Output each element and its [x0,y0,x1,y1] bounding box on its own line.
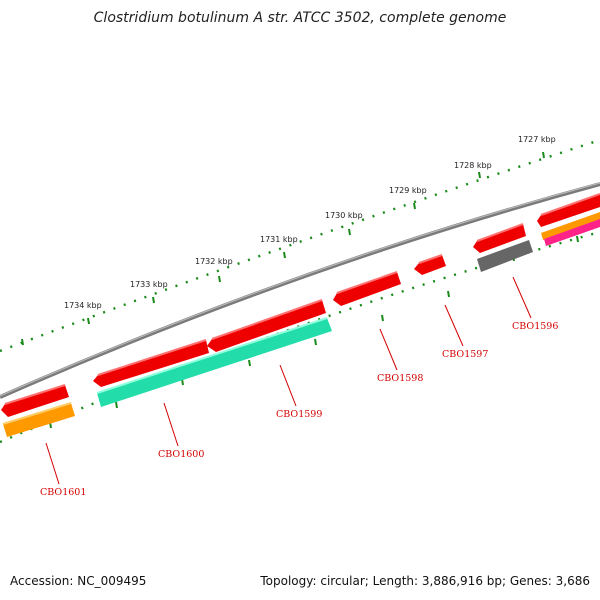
kbp-label: 1731 kbp [260,235,298,244]
genome-backbone [0,182,600,399]
genome-backbone-highlight [0,182,600,397]
gene-label-cbo1596: CBO1596 [512,321,558,332]
gene-arrow [93,340,209,387]
kbp-label: 1734 kbp [64,301,102,310]
gene-arrow [537,194,600,227]
map-title: Clostridium botulinum A str. ATCC 3502, … [93,10,507,26]
kbp-label: 1732 kbp [195,257,233,266]
gene-arrow [473,224,526,253]
forward-genes [1,193,600,417]
magenta-feature [544,219,600,246]
gene-label-cbo1600: CBO1600 [158,449,204,460]
kbp-label: 1727 kbp [518,135,556,144]
outer-scale-dots [0,138,600,353]
gene-arrow-shine [476,223,524,242]
gene-label-cbo1598: CBO1598 [377,373,423,384]
gene-arrow-shine [97,339,207,376]
gene-arrow [414,255,446,275]
inner-track-features [2,212,600,437]
orange-feature-shine [2,402,72,425]
scale-labels: 1727 kbp 1728 kbp 1729 kbp 1730 kbp 1731… [64,135,556,310]
kbp-label: 1729 kbp [389,186,427,195]
gene-arrow-shine [418,254,443,264]
kbp-label: 1733 kbp [130,280,168,289]
gene-arrow-shine [4,384,66,405]
teal-feature-shine [96,317,328,394]
gene-arrow [207,300,326,352]
outer-major-ticks [21,151,545,346]
kbp-label: 1728 kbp [454,161,492,170]
topology-text: Topology: circular; Length: 3,886,916 bp… [260,574,590,588]
orange-feature [3,403,75,437]
gene-arrow [1,385,69,417]
gray-feature [477,240,533,272]
gene-label-cbo1599: CBO1599 [276,409,322,420]
gene-labels: CBO1596 CBO1597 CBO1598 CBO1599 CBO1600 … [40,321,558,498]
orange-feature [541,212,600,240]
leader-lines [45,276,532,485]
gene-label-cbo1601: CBO1601 [40,487,86,498]
gene-arrow-shine [540,193,600,216]
gene-arrow-shine [336,271,398,294]
gene-arrow [333,272,401,306]
kbp-label: 1730 kbp [325,211,363,220]
teal-feature [97,318,332,407]
accession-text: Accession: NC_009495 [10,574,147,588]
gene-label-cbo1597: CBO1597 [442,349,488,360]
gene-arrow-shine [211,299,323,340]
